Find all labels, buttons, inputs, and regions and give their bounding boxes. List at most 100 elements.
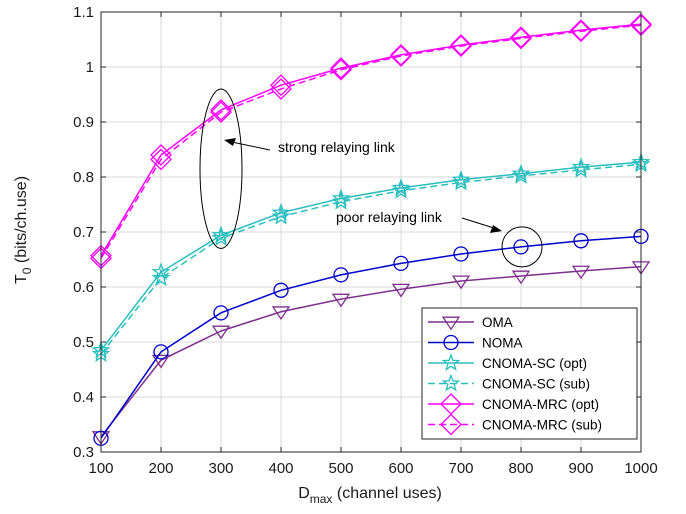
series-line [100,163,642,355]
diamond-marker [440,413,462,436]
diamond-marker [510,27,532,50]
legend-entry: OMA [428,315,513,331]
annotation-text: poor relaying link [336,209,443,225]
x-tick-label: 100 [88,460,113,477]
legend-label: OMA [482,315,513,330]
star-marker [451,169,471,188]
x-tick-label: 200 [148,460,173,477]
star-marker [451,172,471,191]
star-marker [151,268,171,287]
triangle-marker [331,293,351,308]
circle-marker [273,282,289,298]
x-tick-label: 300 [208,460,233,477]
triangle-marker [441,316,461,331]
annotation-text: strong relaying link [278,139,396,155]
triangle-marker [511,270,531,285]
series-line [100,235,642,439]
diamond-marker [210,98,232,121]
diamond-marker [330,57,352,80]
star-marker [441,373,461,392]
legend-entry: NOMA [428,334,523,351]
legend-entry: CNOMA-MRC (sub) [428,413,602,436]
legend-label: CNOMA-SC (sub) [482,377,590,392]
legend-box [421,307,638,440]
star-marker [271,206,291,225]
diamond-marker [510,26,532,49]
diamond-marker [450,35,472,58]
x-tick-label: 900 [568,460,593,477]
triangle-marker [151,354,171,369]
circle-marker [153,344,169,360]
legend-entry: CNOMA-SC (opt) [428,353,587,372]
series-cnoma-mrc-opt [90,13,652,267]
diamond-marker [270,78,292,100]
y-tick-label: 0.3 [73,444,94,461]
arrow-head [224,138,236,146]
circle-marker [453,246,469,262]
x-tick-label: 700 [448,460,473,477]
circle-marker [513,239,529,255]
diamond-marker [390,45,412,67]
star-marker [211,228,231,247]
triangle-marker [211,325,231,340]
y-tick-label: 0.9 [73,114,94,131]
legend: OMA NOMA CNOMA-SC (opt) CNOMA-SC (sub) CNOMA… [421,307,638,440]
triangle-marker [571,265,591,280]
annotations: strong relaying link poor relaying link [199,88,543,268]
star-marker [571,159,591,178]
diamond-marker [570,20,592,43]
star-marker [511,165,531,184]
diamond-marker [390,43,412,66]
triangle-marker [451,275,471,290]
x-tick-label: 400 [268,460,293,477]
x-axis-label: Dmax (channel uses) [298,485,442,506]
x-tick-labels: 100 200 300 400 500 600 700 800 900 1000 [88,460,657,477]
star-marker [331,188,351,207]
series-cnoma-mrc-sub [90,14,652,270]
legend-label: CNOMA-MRC (sub) [482,418,602,433]
legend-label: CNOMA-MRC (opt) [482,397,599,412]
star-marker [441,353,461,372]
series-line [100,23,642,257]
star-marker [151,262,171,281]
star-marker [511,163,531,182]
annotation-ellipse [501,226,543,268]
diamond-marker [210,101,232,124]
circle-marker [573,233,589,249]
circle-marker [213,305,229,321]
y-axis-label: T0 (bits/ch.use) [13,176,34,284]
y-tick-label: 0.6 [73,279,94,296]
y-tick-labels: 0.3 0.4 0.5 0.6 0.7 0.8 0.9 1 1.1 [73,4,94,461]
diamond-marker [330,58,352,81]
series-line [100,161,642,351]
legend-entry: CNOMA-SC (sub) [428,373,590,392]
star-marker [331,191,351,210]
triangle-marker [271,306,291,321]
y-tick-label: 0.4 [73,389,94,406]
arrow-head [490,225,502,233]
circle-marker [393,255,409,272]
series-oma [91,261,651,445]
y-tick-label: 1.1 [73,4,94,21]
diamond-marker [150,148,172,171]
series-group [90,13,652,446]
star-marker [391,180,411,199]
x-tick-label: 800 [508,460,533,477]
plot-frame [100,11,642,453]
circle-marker [443,334,459,351]
triangle-marker [391,283,411,298]
y-tick-label: 0.7 [73,224,94,241]
y-tick-label: 0.5 [73,334,94,351]
circle-marker [333,267,349,283]
annotation-arrow [461,217,498,230]
y-tick-label: 0.8 [73,169,94,186]
x-tick-label: 500 [328,460,353,477]
x-tick-label: 600 [388,460,413,477]
series-line [100,24,642,259]
annotation-ellipse [199,88,243,249]
series-line [100,265,642,438]
legend-label: NOMA [482,336,523,351]
x-tick-label: 1000 [624,460,657,477]
y-tick-label: 1 [86,59,94,76]
